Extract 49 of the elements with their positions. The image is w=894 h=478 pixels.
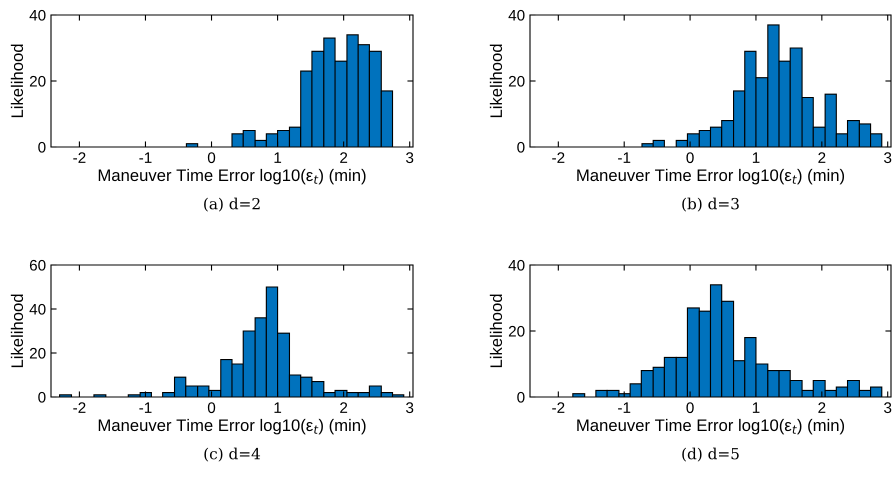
x-tick-label: 3 [884,152,892,164]
x-tick-label: -1 [139,152,152,163]
y-tick-label: 20 [30,348,46,359]
x-axis-title: Maneuver Time Error log10(ε$_{t}$) (min) [98,418,366,434]
x-tick-label: -2 [552,152,564,163]
y-tick-label: 20 [508,76,525,87]
x-tick-label: 0 [208,402,216,414]
x-tick-label: 1 [274,152,282,163]
text: (c) d=4 [204,448,260,462]
y-axis-title: Likelihood [10,44,24,118]
x-tick-label: 1 [274,402,282,413]
x-tick-label: -2 [552,402,564,413]
x-axis-title: Maneuver Time Error log10(ε$_{t}$) (min) [577,168,844,184]
x-tick-label: 1 [752,402,760,413]
y-tick-label: 0 [38,142,46,153]
x-tick-label: 0 [208,152,216,164]
x-tick-label: 0 [686,402,694,414]
y-tick-label: 0 [38,392,46,403]
x-tick-label: 1 [752,152,760,163]
x-tick-label: 3 [406,152,414,164]
text: (b) d=3 [682,198,739,212]
x-tick-label: 2 [340,402,348,413]
x-tick-label: -2 [73,152,86,163]
text: (d) d=5 [682,448,739,462]
x-tick-label: -2 [73,402,86,413]
x-axis-title: Maneuver Time Error log10(ε$_{t}$) (min) [577,418,844,434]
x-tick-label: 3 [884,402,892,414]
x-tick-label: -1 [618,402,630,413]
y-axis-title: Likelihood [490,44,502,118]
x-tick-label: -1 [618,152,630,163]
y-tick-label: 20 [30,76,46,87]
y-tick-label: 0 [517,392,525,403]
y-tick-label: 40 [30,10,46,21]
x-tick-label: 2 [818,402,826,413]
x-axis-title: Maneuver Time Error log10(ε$_{t}$) (min) [98,168,366,184]
y-tick-label: 0 [517,142,525,153]
x-tick-label: 0 [686,152,694,164]
y-tick-label: 60 [30,260,46,271]
y-tick-label: 40 [30,304,46,315]
x-tick-label: -1 [139,402,152,413]
x-tick-label: 2 [340,152,348,163]
x-tick-label: 2 [818,152,826,163]
x-tick-label: 3 [406,402,414,414]
y-axis-title: Likelihood [10,294,24,368]
y-tick-label: 40 [508,260,525,271]
y-axis-title: Likelihood [490,294,502,368]
y-tick-label: 40 [508,10,525,21]
y-tick-label: 20 [508,326,525,337]
text: (a) d=2 [204,198,260,212]
